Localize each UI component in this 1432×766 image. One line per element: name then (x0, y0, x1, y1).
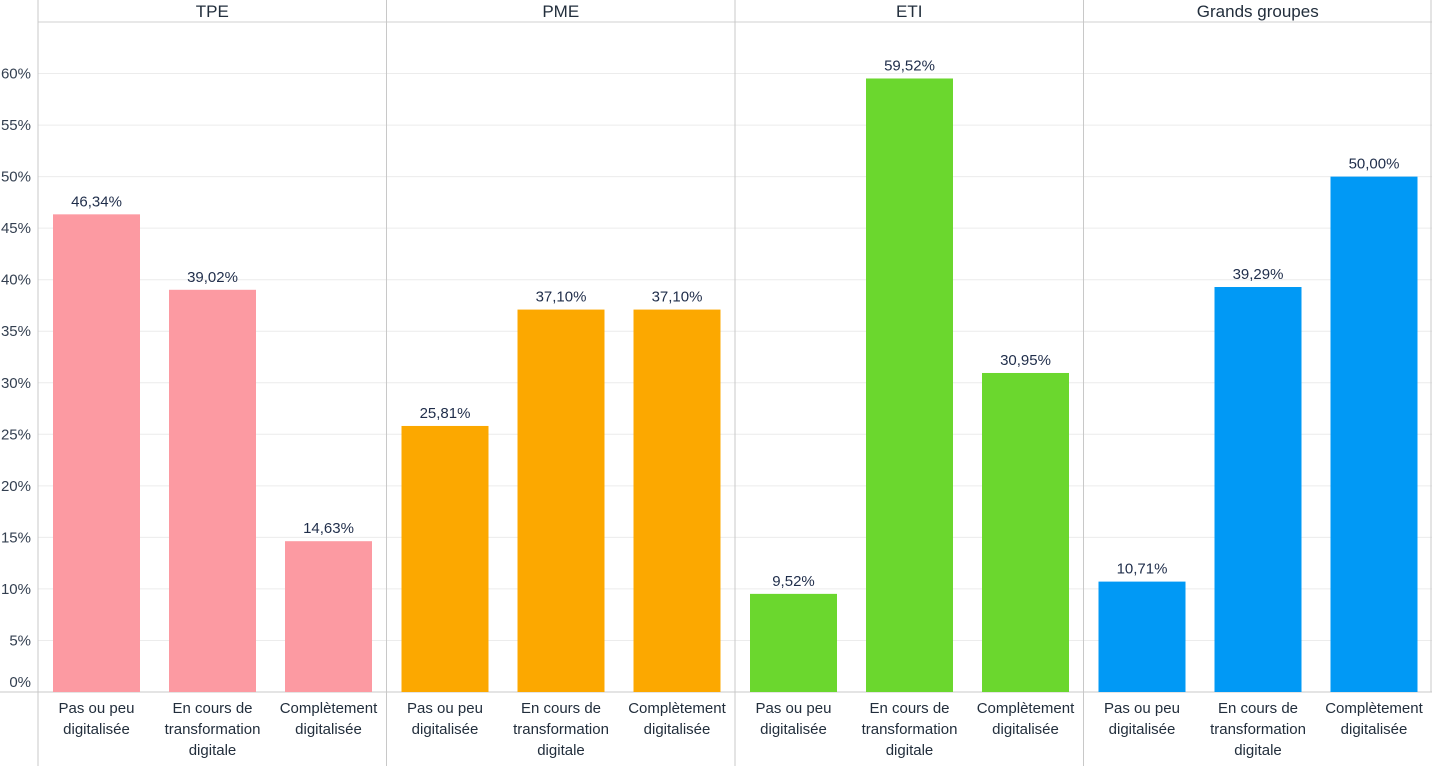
x-tick-label: digitalisée (760, 721, 827, 738)
panel-title: ETI (896, 2, 922, 21)
bar (750, 593, 837, 692)
x-tick-label: digitalisée (644, 721, 711, 738)
y-tick-label: 55% (1, 117, 31, 134)
x-tick-label: digitalisée (1109, 721, 1176, 738)
data-label: 25,81% (420, 405, 471, 422)
x-tick-label: digitale (189, 742, 237, 759)
x-tick-label: transformation (1210, 721, 1306, 738)
data-label: 50,00% (1349, 156, 1400, 173)
bar (866, 78, 953, 693)
y-tick-label: 20% (1, 478, 31, 495)
x-tick-label: Complètement (280, 700, 378, 717)
data-label: 46,34% (71, 193, 122, 210)
y-tick-label: 15% (1, 529, 31, 546)
y-tick-label: 10% (1, 581, 31, 598)
y-tick-label: 40% (1, 272, 31, 289)
panel-title: Grands groupes (1197, 2, 1319, 21)
x-tick-label: En cours de (521, 700, 601, 717)
x-tick-label: digitale (537, 742, 585, 759)
data-label: 39,02% (187, 269, 238, 286)
bar (1098, 581, 1186, 692)
x-tick-label: transformation (513, 721, 609, 738)
x-tick-label: Pas ou peu (1104, 700, 1180, 717)
x-tick-label: En cours de (1218, 700, 1298, 717)
data-label: 14,63% (303, 520, 354, 537)
bar (1330, 176, 1418, 693)
x-tick-label: digitalisée (295, 721, 362, 738)
x-tick-label: Pas ou peu (756, 700, 832, 717)
x-tick-label: En cours de (172, 700, 252, 717)
data-label: 37,10% (536, 289, 587, 306)
x-tick-label: Pas ou peu (59, 700, 135, 717)
x-tick-label: Complètement (628, 700, 726, 717)
bar (1214, 287, 1302, 692)
x-tick-label: digitalisée (412, 721, 479, 738)
data-label: 37,10% (652, 289, 703, 306)
x-tick-label: En cours de (869, 700, 949, 717)
bar (517, 309, 605, 692)
x-tick-label: Complètement (1325, 700, 1423, 717)
x-tick-label: digitalisée (1341, 721, 1408, 738)
x-tick-label: Complètement (977, 700, 1075, 717)
data-label: 30,95% (1000, 352, 1051, 369)
y-tick-label: 60% (1, 66, 31, 83)
data-label: 39,29% (1233, 266, 1284, 283)
x-tick-label: digitale (1234, 742, 1282, 759)
y-tick-label: 45% (1, 220, 31, 237)
x-tick-label: digitalisée (992, 721, 1059, 738)
y-tick-label: 50% (1, 169, 31, 186)
data-label: 9,52% (772, 573, 815, 590)
panel-title: PME (542, 2, 579, 21)
bar (169, 289, 256, 692)
bar (285, 541, 372, 692)
y-tick-label: 5% (9, 632, 31, 649)
x-tick-label: Pas ou peu (407, 700, 483, 717)
panel-title: TPE (196, 2, 229, 21)
x-tick-label: digitale (886, 742, 934, 759)
bar (53, 214, 140, 692)
x-tick-label: digitalisée (63, 721, 130, 738)
bar (982, 372, 1069, 692)
data-label: 10,71% (1117, 561, 1168, 578)
x-tick-label: transformation (165, 721, 261, 738)
data-label: 59,52% (884, 57, 935, 74)
x-tick-label: transformation (862, 721, 958, 738)
y-tick-label: 30% (1, 375, 31, 392)
bar (633, 309, 721, 692)
y-tick-label: 0% (9, 674, 31, 691)
y-tick-label: 35% (1, 323, 31, 340)
y-tick-label: 25% (1, 426, 31, 443)
bar (401, 425, 489, 692)
